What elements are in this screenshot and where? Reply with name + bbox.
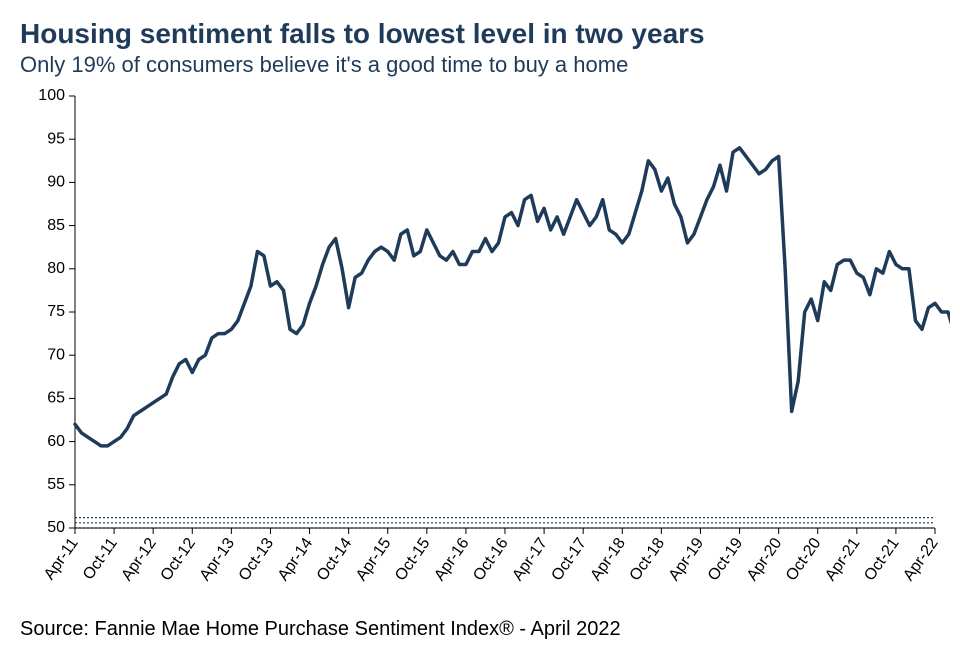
x-tick-label-group: Apr-21 [822,535,864,584]
x-tick-label: Oct-12 [158,535,200,584]
x-tick-label-group: Oct-14 [314,535,356,584]
x-tick-label-group: Oct-18 [627,535,669,584]
x-tick-label-group: Oct-11 [80,535,121,583]
x-tick-label: Apr-12 [118,535,160,584]
x-tick-label: Oct-14 [314,535,356,584]
x-tick-label: Apr-19 [666,535,708,584]
line-chart: 50556065707580859095100Apr-11Oct-11Apr-1… [20,78,950,618]
y-tick-label: 75 [47,303,65,320]
x-tick-label-group: Oct-17 [548,535,590,584]
x-tick-label-group: Oct-16 [470,535,512,584]
hpsi-line [75,148,950,446]
x-tick-label: Oct-13 [236,535,278,584]
source-attribution: Source: Fannie Mae Home Purchase Sentime… [20,618,940,641]
x-tick-label-group: Apr-15 [353,535,395,584]
x-tick-label-group: Apr-16 [431,535,473,584]
x-tick-label-group: Oct-12 [158,535,200,584]
x-tick-label-group: Apr-18 [588,535,630,584]
chart-title: Housing sentiment falls to lowest level … [20,18,940,50]
y-tick-label: 65 [47,390,65,407]
x-tick-label: Oct-17 [548,535,590,584]
x-tick-label: Oct-11 [80,535,121,583]
x-tick-label: Apr-17 [509,535,551,584]
x-tick-label: Apr-11 [41,535,82,583]
y-tick-label: 90 [47,174,65,191]
x-tick-label: Oct-20 [783,535,825,584]
y-tick-label: 100 [38,87,65,104]
x-tick-label: Oct-15 [392,535,434,584]
x-tick-label: Oct-18 [627,535,669,584]
x-tick-label-group: Apr-11 [41,535,82,583]
x-tick-label: Oct-19 [705,535,747,584]
x-tick-label-group: Apr-13 [197,535,239,584]
x-tick-label: Apr-20 [744,535,786,584]
x-tick-label: Apr-15 [353,535,395,584]
x-tick-label: Apr-14 [275,535,317,584]
x-tick-label: Apr-18 [588,535,630,584]
x-tick-label-group: Apr-12 [118,535,160,584]
x-tick-label-group: Oct-19 [705,535,747,584]
y-tick-label: 50 [47,519,65,536]
x-tick-label: Apr-22 [900,535,942,584]
x-tick-label-group: Oct-15 [392,535,434,584]
x-tick-label-group: Apr-14 [275,535,317,584]
x-tick-label-group: Oct-20 [783,535,825,584]
x-tick-label: Oct-21 [861,535,903,584]
x-tick-label-group: Apr-19 [666,535,708,584]
x-tick-label: Apr-21 [822,535,864,584]
x-tick-label-group: Apr-20 [744,535,786,584]
chart-container: Housing sentiment falls to lowest level … [0,0,960,666]
x-tick-label-group: Oct-21 [861,535,903,584]
y-tick-label: 60 [47,433,65,450]
chart-subtitle: Only 19% of consumers believe it's a goo… [20,52,940,78]
y-tick-label: 80 [47,260,65,277]
y-tick-label: 95 [47,131,65,148]
x-tick-label: Apr-13 [197,535,239,584]
y-tick-label: 55 [47,476,65,493]
x-tick-label-group: Apr-17 [509,535,551,584]
x-tick-label-group: Oct-13 [236,535,278,584]
x-tick-label: Apr-16 [431,535,473,584]
x-tick-label: Oct-16 [470,535,512,584]
y-tick-label: 70 [47,347,65,364]
y-tick-label: 85 [47,217,65,234]
x-tick-label-group: Apr-22 [900,535,942,584]
